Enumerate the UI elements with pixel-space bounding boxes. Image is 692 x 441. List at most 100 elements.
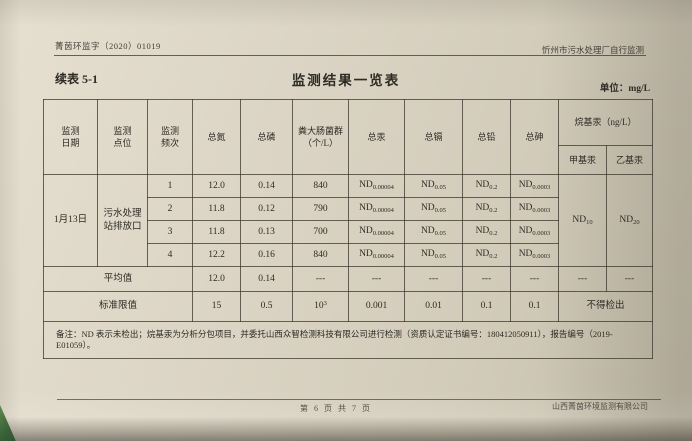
- nd-value: ND: [475, 180, 490, 191]
- header-total-phosphorus: 总磷: [240, 99, 293, 175]
- cell-total-cadmium: ND0.05: [404, 174, 463, 198]
- cell-average-total-cadmium: ---: [404, 266, 463, 292]
- cell-limit-total-cadmium: 0.01: [404, 291, 463, 322]
- cell-average-total-phosphorus: 0.14: [240, 266, 293, 292]
- cell-fecal-coliform: 840: [292, 243, 349, 267]
- nd-detection-limit: 0.00004: [372, 207, 394, 215]
- footer-rule: [57, 399, 661, 400]
- cell-total-lead: ND0.2: [462, 220, 511, 244]
- header-monitoring-frequency: 监测 频次: [147, 99, 193, 175]
- cell-average-total-nitrogen: 12.0: [192, 266, 241, 292]
- nd-value: ND: [420, 180, 435, 191]
- header-total-mercury: 总汞: [348, 99, 405, 175]
- cell-ethyl-mercury: ND20: [606, 174, 653, 267]
- cell-average-methyl-mercury: ---: [558, 266, 607, 292]
- cell-limit-fecal-coliform: 103: [292, 291, 349, 322]
- header-fecal-coliform: 粪大肠菌群 （个/L）: [292, 99, 349, 175]
- cell-limit-alkyl-mercury: 不得检出: [558, 291, 653, 322]
- nd-value: ND: [359, 203, 373, 214]
- cell-total-phosphorus: 0.12: [240, 197, 293, 221]
- cell-total-arsenic: ND0.0003: [510, 220, 559, 244]
- cell-total-nitrogen: 11.8: [192, 197, 241, 221]
- cell-limit-total-nitrogen: 15: [192, 291, 241, 322]
- cell-frequency: 3: [147, 220, 193, 244]
- cell-average-total-lead: ---: [462, 266, 511, 292]
- nd-detection-limit: 0.0003: [532, 184, 551, 192]
- nd-value: ND: [420, 226, 435, 237]
- cell-limit-total-lead: 0.1: [462, 291, 511, 322]
- table-label: 续表 5-1: [55, 72, 98, 86]
- nd-value: ND: [475, 226, 490, 237]
- cell-average-total-arsenic: ---: [510, 266, 559, 292]
- nd-detection-limit: 10: [586, 218, 593, 226]
- nd-value: ND: [420, 203, 435, 214]
- nd-detection-limit: 0.05: [434, 253, 447, 261]
- cell-average-total-mercury: ---: [348, 266, 405, 292]
- table-note: 备注：ND 表示未检出；烷基汞为分析分包项目，并委托山西众智检测科技有限公司进行…: [43, 321, 653, 359]
- cell-average-fecal-coliform: ---: [292, 266, 349, 292]
- nd-detection-limit: 0.0003: [532, 230, 551, 238]
- cell-total-nitrogen: 12.2: [192, 243, 241, 267]
- cell-frequency: 1: [147, 174, 193, 198]
- cell-total-mercury: ND0.00004: [348, 220, 405, 244]
- cell-total-cadmium: ND0.05: [404, 197, 463, 221]
- header-total-cadmium: 总镉: [404, 99, 463, 175]
- nd-detection-limit: 0.05: [434, 184, 447, 192]
- footer-page-number: 第 6 页 共 7 页: [300, 404, 372, 413]
- nd-value: ND: [475, 249, 490, 260]
- header-total-arsenic: 总砷: [510, 99, 559, 175]
- nd-detection-limit: 0.2: [489, 207, 498, 215]
- nd-value: ND: [518, 226, 533, 237]
- nd-value: ND: [359, 226, 373, 237]
- cell-total-lead: ND0.2: [462, 243, 511, 267]
- header-monitoring-date: 监测 日期: [43, 99, 98, 175]
- cell-total-mercury: ND0.00004: [348, 243, 405, 267]
- nd-value: ND: [518, 249, 533, 260]
- cell-frequency: 2: [147, 197, 193, 221]
- monitoring-results-table: 监测 日期 监测 点位 监测 频次 总氮 总磷 粪大肠菌群 （个/L） 总汞 总…: [43, 99, 653, 359]
- cell-total-lead: ND0.2: [462, 197, 511, 221]
- doc-number: 菁茵环监字（2020）01019: [55, 41, 161, 51]
- nd-detection-limit: 20: [633, 218, 640, 226]
- header-methyl-mercury: 甲基汞: [558, 145, 607, 175]
- cell-fecal-coliform: 790: [292, 197, 349, 221]
- unit-label: 单位：mg/L: [599, 84, 650, 94]
- footer-company: 山西菁茵环境监测有限公司: [552, 402, 648, 411]
- nd-value: ND: [619, 214, 634, 225]
- cell-limit-total-arsenic: 0.1: [510, 291, 559, 322]
- cell-monitoring-point: 污水处理 站排放口: [97, 174, 148, 267]
- page-title: 监测结果一览表: [291, 73, 401, 88]
- cell-total-phosphorus: 0.16: [240, 243, 293, 267]
- row-label-standard-limit: 标准限值: [43, 291, 193, 322]
- cell-limit-total-mercury: 0.001: [348, 291, 405, 322]
- nd-value: ND: [475, 203, 490, 214]
- nd-value: ND: [518, 180, 533, 191]
- nd-detection-limit: 0.2: [489, 230, 498, 238]
- limit-exponent: 3: [323, 300, 327, 308]
- nd-value: ND: [518, 203, 533, 214]
- nd-value: ND: [420, 249, 435, 260]
- cell-fecal-coliform: 840: [292, 174, 349, 198]
- nd-value: ND: [572, 214, 587, 225]
- cell-total-lead: ND0.2: [462, 174, 511, 198]
- cell-average-ethyl-mercury: ---: [606, 266, 653, 292]
- nd-detection-limit: 0.00004: [372, 253, 394, 261]
- nd-detection-limit: 0.2: [489, 253, 498, 261]
- cell-limit-total-phosphorus: 0.5: [240, 291, 293, 322]
- cell-fecal-coliform: 700: [292, 220, 349, 244]
- nd-detection-limit: 0.00004: [372, 184, 394, 192]
- cell-total-cadmium: ND0.05: [404, 220, 463, 244]
- cell-total-mercury: ND0.00004: [348, 174, 405, 198]
- header-rule: [54, 55, 646, 56]
- cell-frequency: 4: [147, 243, 193, 267]
- row-label-average: 平均值: [43, 266, 193, 292]
- nd-detection-limit: 0.05: [434, 207, 447, 215]
- nd-value: ND: [359, 249, 373, 260]
- cell-total-arsenic: ND0.0003: [510, 197, 559, 221]
- nd-detection-limit: 0.0003: [532, 207, 551, 215]
- nd-detection-limit: 0.05: [434, 230, 447, 238]
- nd-detection-limit: 0.00004: [372, 230, 394, 238]
- nd-detection-limit: 0.2: [489, 184, 498, 192]
- header-total-nitrogen: 总氮: [192, 99, 241, 175]
